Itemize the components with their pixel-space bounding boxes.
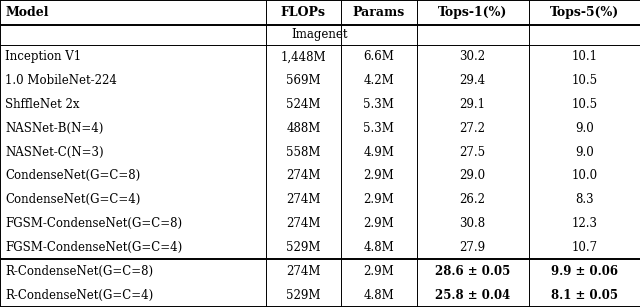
Text: NASNet-C(N=3): NASNet-C(N=3) — [5, 146, 104, 159]
Text: 26.2: 26.2 — [460, 193, 486, 206]
Text: Model: Model — [5, 6, 49, 19]
Text: 4.9M: 4.9M — [364, 146, 394, 159]
Text: 10.1: 10.1 — [572, 50, 597, 63]
Text: 274M: 274M — [286, 169, 321, 182]
Text: 9.0: 9.0 — [575, 146, 594, 159]
Text: FGSM-CondenseNet(G=C=8): FGSM-CondenseNet(G=C=8) — [5, 217, 182, 230]
Text: FLOPs: FLOPs — [281, 6, 326, 19]
Text: 529M: 529M — [286, 241, 321, 254]
Text: 274M: 274M — [286, 193, 321, 206]
Text: CondenseNet(G=C=4): CondenseNet(G=C=4) — [5, 193, 141, 206]
Text: 2.9M: 2.9M — [364, 217, 394, 230]
Text: 29.0: 29.0 — [460, 169, 486, 182]
Text: 29.1: 29.1 — [460, 98, 486, 111]
Text: 10.7: 10.7 — [572, 241, 597, 254]
Text: 274M: 274M — [286, 265, 321, 278]
Text: 8.1 ± 0.05: 8.1 ± 0.05 — [551, 289, 618, 301]
Text: 30.2: 30.2 — [460, 50, 486, 63]
Text: 10.5: 10.5 — [572, 98, 597, 111]
Text: 27.9: 27.9 — [460, 241, 486, 254]
Text: 1,448M: 1,448M — [280, 50, 326, 63]
Text: 9.0: 9.0 — [575, 122, 594, 135]
Text: 30.8: 30.8 — [460, 217, 486, 230]
Text: 4.8M: 4.8M — [364, 241, 394, 254]
Text: 274M: 274M — [286, 217, 321, 230]
Text: 1.0 MobileNet-224: 1.0 MobileNet-224 — [5, 74, 117, 87]
Text: NASNet-B(N=4): NASNet-B(N=4) — [5, 122, 104, 135]
Text: ShffleNet 2x: ShffleNet 2x — [5, 98, 79, 111]
Text: 529M: 529M — [286, 289, 321, 301]
Text: FGSM-CondenseNet(G=C=4): FGSM-CondenseNet(G=C=4) — [5, 241, 182, 254]
Text: 9.9 ± 0.06: 9.9 ± 0.06 — [551, 265, 618, 278]
Text: 569M: 569M — [286, 74, 321, 87]
Text: 488M: 488M — [286, 122, 321, 135]
Text: 558M: 558M — [286, 146, 321, 159]
Text: 524M: 524M — [286, 98, 321, 111]
Text: 10.5: 10.5 — [572, 74, 597, 87]
Text: Imagenet: Imagenet — [292, 28, 348, 41]
Text: 28.6 ± 0.05: 28.6 ± 0.05 — [435, 265, 510, 278]
Text: CondenseNet(G=C=8): CondenseNet(G=C=8) — [5, 169, 140, 182]
Text: R-CondenseNet(G=C=8): R-CondenseNet(G=C=8) — [5, 265, 153, 278]
Text: Tops-1(%): Tops-1(%) — [438, 6, 508, 19]
Text: Tops-5(%): Tops-5(%) — [550, 6, 619, 19]
Text: 2.9M: 2.9M — [364, 169, 394, 182]
Text: 2.9M: 2.9M — [364, 265, 394, 278]
Text: 4.8M: 4.8M — [364, 289, 394, 301]
Text: Inception V1: Inception V1 — [5, 50, 81, 63]
Text: R-CondenseNet(G=C=4): R-CondenseNet(G=C=4) — [5, 289, 154, 301]
Text: 27.5: 27.5 — [460, 146, 486, 159]
Text: 29.4: 29.4 — [460, 74, 486, 87]
Text: 6.6M: 6.6M — [364, 50, 394, 63]
Text: 12.3: 12.3 — [572, 217, 597, 230]
Text: 5.3M: 5.3M — [364, 98, 394, 111]
Text: 2.9M: 2.9M — [364, 193, 394, 206]
Text: 10.0: 10.0 — [572, 169, 597, 182]
Text: 27.2: 27.2 — [460, 122, 486, 135]
Text: 25.8 ± 0.04: 25.8 ± 0.04 — [435, 289, 510, 301]
Text: 8.3: 8.3 — [575, 193, 594, 206]
Text: 5.3M: 5.3M — [364, 122, 394, 135]
Text: Params: Params — [353, 6, 405, 19]
Text: 4.2M: 4.2M — [364, 74, 394, 87]
